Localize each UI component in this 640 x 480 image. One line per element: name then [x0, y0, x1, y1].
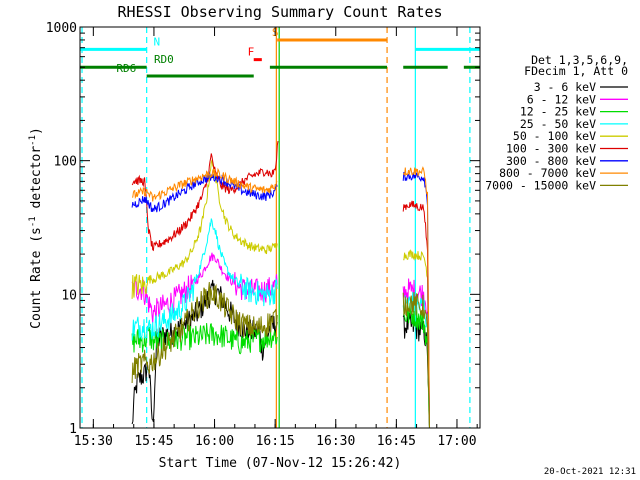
- state-label-rd6: RD6: [116, 62, 136, 75]
- axes: 15:30 15:45 16:00 16:15 16:30 16:45 17:00 1 10 10…: [46, 21, 480, 449]
- legend-entry-5: 100 - 300 keV: [506, 142, 596, 156]
- legend-entry-3: 25 - 50 keV: [520, 117, 596, 131]
- series-line-4-1: [403, 249, 430, 429]
- legend-entry-2: 12 - 25 keV: [520, 105, 596, 119]
- chart-title: RHESSI Observing Summary Count Rates: [117, 3, 442, 21]
- y-tick-label-2: 100: [54, 155, 77, 170]
- series-line-7-0: [131, 167, 278, 202]
- y-axis-label-exp2: -1: [28, 135, 38, 146]
- legend-entry-1: 6 - 12 keV: [527, 92, 596, 106]
- series-line-8-1: [402, 292, 430, 429]
- y-axis-label-exp1: -1: [28, 216, 38, 227]
- series-line-3-0: [131, 218, 278, 341]
- y-tick-label-1: 10: [61, 288, 77, 303]
- plot-frame: [79, 26, 481, 429]
- series-line-5-0: [131, 141, 279, 252]
- legend-header-1: FDecim 1, Att 0: [524, 64, 628, 78]
- legend-entry-0: 3 - 6 keV: [534, 80, 596, 94]
- x-axis-label: Start Time (07-Nov-12 15:26:42): [159, 456, 402, 471]
- y-tick-label-0: 1: [69, 422, 77, 437]
- state-label-f: F: [248, 46, 255, 59]
- footer-timestamp: 20-Oct-2021 12:31: [544, 467, 636, 477]
- y-axis-label-part2: detector: [29, 146, 44, 217]
- x-tick-label-2: 16:00: [195, 434, 234, 449]
- legend-header-0: Det 1,3,5,6,9,: [531, 53, 628, 67]
- state-label-n: N: [154, 35, 161, 48]
- series-line-5-1: [402, 200, 430, 429]
- y-axis-label-part1: Count Rate (s: [29, 227, 44, 329]
- y-tick-label-3: 1000: [46, 21, 77, 36]
- y-axis-label-part3: ): [29, 127, 44, 135]
- series-lines: [131, 141, 430, 429]
- series-line-2-0: [131, 323, 278, 355]
- state-label-rd0: RD0: [154, 53, 174, 66]
- series-line-4-0: [131, 159, 278, 299]
- x-tick-label-5: 16:45: [377, 434, 416, 449]
- legend-entry-7: 800 - 7000 keV: [499, 166, 596, 180]
- x-tick-label-3: 16:15: [256, 434, 295, 449]
- series-line-8-0: [131, 281, 278, 384]
- x-tick-label-4: 16:30: [316, 434, 355, 449]
- legend: Det 1,3,5,6,9,FDecim 1, Att 0 3 - 6 keV6 …: [485, 53, 628, 192]
- legend-entry-8: 7000 - 15000 keV: [485, 178, 596, 192]
- series-line-7-1: [402, 166, 430, 429]
- x-tick-label-6: 17:00: [437, 434, 476, 449]
- y-axis-label: Count Rate (s-1 detector-1): [28, 127, 44, 329]
- x-tick-label-1: 15:45: [134, 434, 173, 449]
- legend-entry-6: 300 - 800 keV: [506, 154, 596, 168]
- legend-entry-4: 50 - 100 keV: [513, 129, 596, 143]
- x-tick-label-0: 15:30: [74, 434, 113, 449]
